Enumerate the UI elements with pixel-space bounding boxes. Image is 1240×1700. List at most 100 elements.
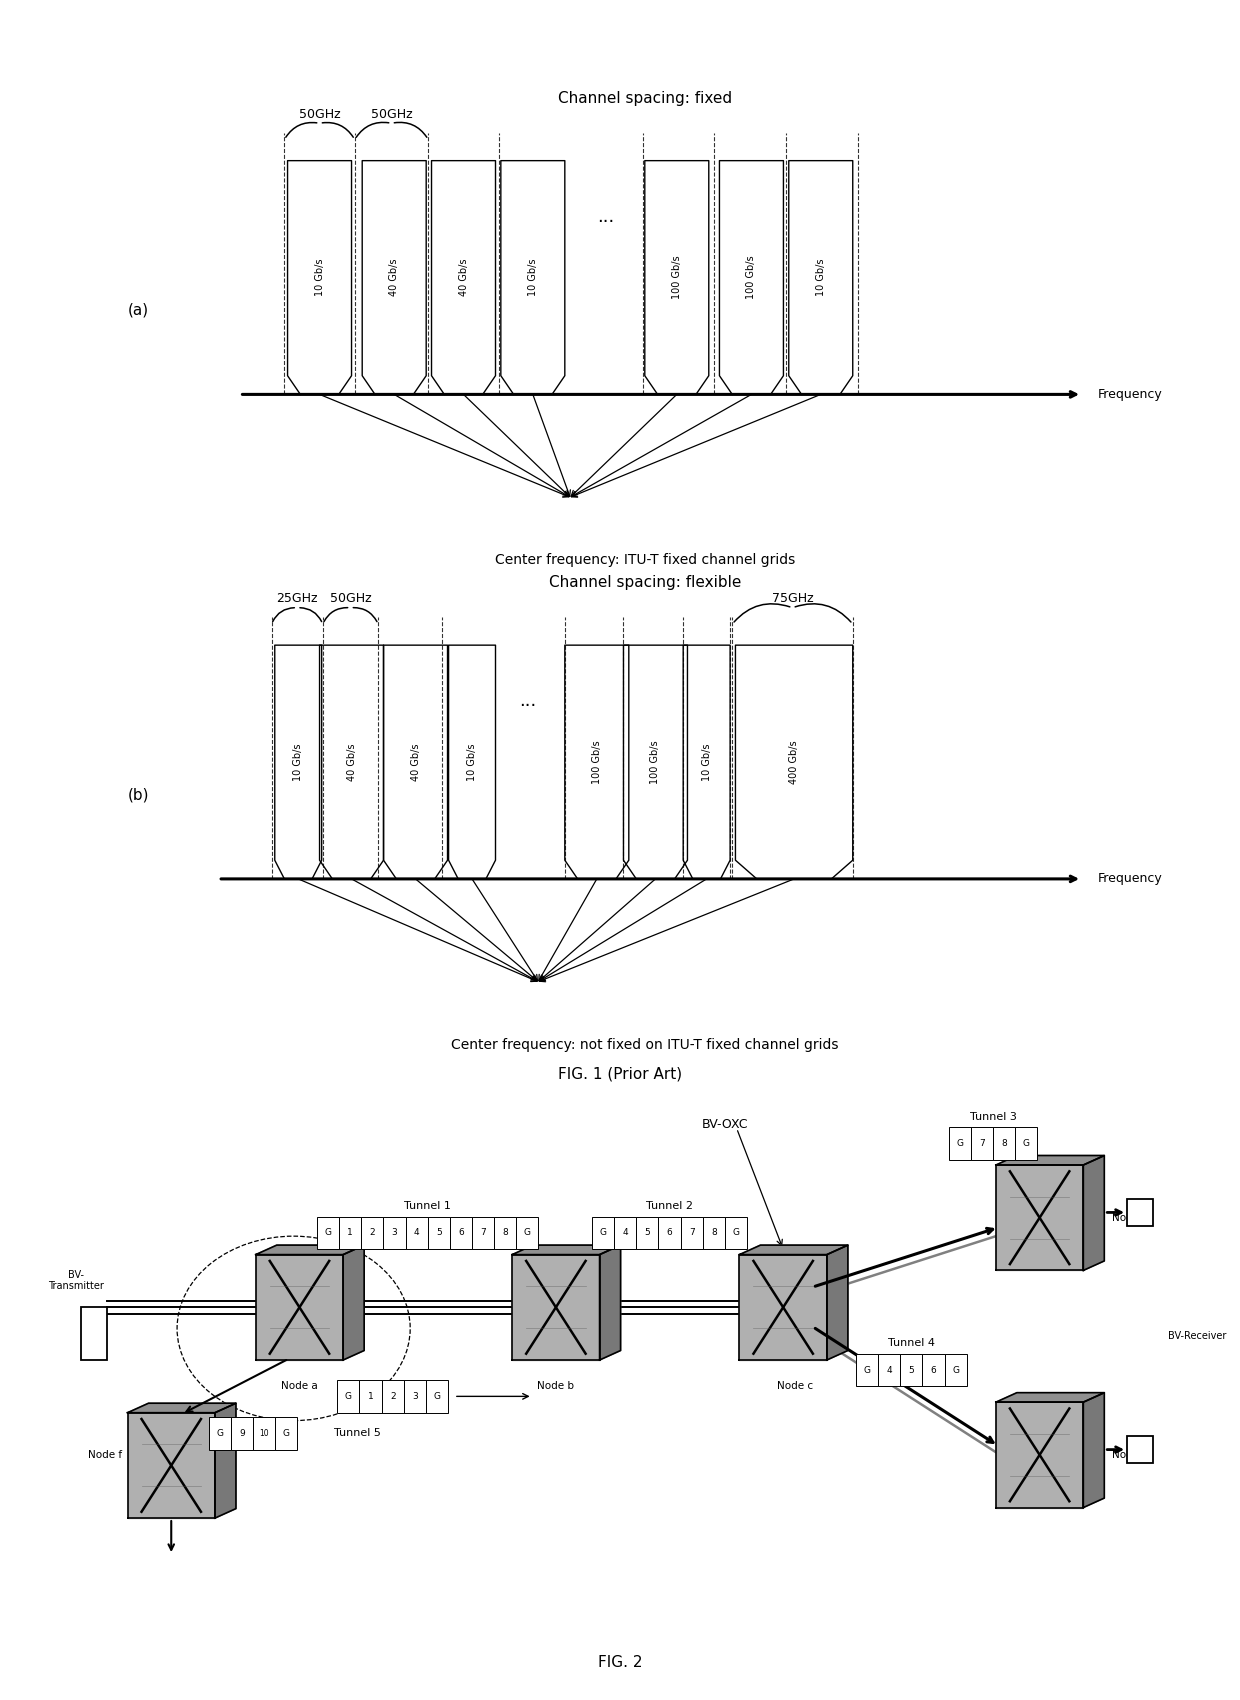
Text: Tunnel 5: Tunnel 5 [335,1428,382,1438]
Polygon shape [996,1156,1105,1164]
Bar [703,1217,725,1250]
Bar [317,1217,339,1250]
Text: 2: 2 [370,1229,376,1238]
Polygon shape [827,1244,848,1360]
Text: G: G [1023,1139,1029,1148]
Text: 400 Gb/s: 400 Gb/s [789,740,799,784]
Text: G: G [434,1392,440,1401]
Bar [494,1217,516,1250]
Text: 9: 9 [239,1428,244,1438]
Text: (a): (a) [128,303,149,318]
Polygon shape [996,1392,1105,1402]
Text: 100 Gb/s: 100 Gb/s [746,255,756,299]
Text: 100 Gb/s: 100 Gb/s [672,255,682,299]
Bar [945,1353,967,1387]
Polygon shape [996,1402,1084,1508]
Text: 6: 6 [667,1229,672,1238]
Text: G: G [733,1229,739,1238]
Text: Tunnel 2: Tunnel 2 [646,1202,693,1212]
Text: 6: 6 [931,1365,936,1375]
Text: 10 Gb/s: 10 Gb/s [816,258,826,296]
Bar [949,1127,971,1159]
Text: Center frequency: ITU-T fixed channel grids: Center frequency: ITU-T fixed channel gr… [495,554,795,568]
Text: BV-Receiver: BV-Receiver [1168,1331,1226,1341]
Bar [658,1217,681,1250]
Text: 50GHz: 50GHz [299,107,340,121]
Polygon shape [600,1244,620,1360]
Bar [337,1380,360,1413]
Polygon shape [255,1244,365,1255]
Bar [383,1217,405,1250]
Text: 100 Gb/s: 100 Gb/s [651,740,661,784]
Text: ...: ... [518,692,536,711]
Text: BV-
Transmitter: BV- Transmitter [47,1270,104,1292]
Text: Tunnel 3: Tunnel 3 [970,1112,1017,1122]
Polygon shape [255,1255,343,1360]
Polygon shape [739,1255,827,1360]
Text: 2: 2 [389,1392,396,1401]
Text: G: G [283,1428,290,1438]
Text: 10 Gb/s: 10 Gb/s [467,743,477,780]
Text: Node e: Node e [1112,1450,1149,1460]
Bar [405,1217,428,1250]
Text: (b): (b) [128,787,149,802]
Text: 4: 4 [622,1229,627,1238]
Bar [361,1217,383,1250]
Text: 3: 3 [392,1229,397,1238]
Text: 7: 7 [480,1229,486,1238]
Polygon shape [128,1413,215,1518]
Text: 7: 7 [688,1229,694,1238]
Text: 10 Gb/s: 10 Gb/s [702,743,712,780]
Text: 40 Gb/s: 40 Gb/s [346,743,357,780]
Text: G: G [325,1229,331,1238]
Polygon shape [1084,1156,1105,1270]
Text: Node d: Node d [1112,1212,1149,1222]
Text: 40 Gb/s: 40 Gb/s [389,258,399,296]
Text: Node c: Node c [776,1380,813,1391]
Polygon shape [215,1402,236,1518]
Text: 100 Gb/s: 100 Gb/s [591,740,601,784]
Text: 6: 6 [458,1229,464,1238]
Bar [856,1353,878,1387]
Bar [382,1380,404,1413]
Text: 75GHz: 75GHz [771,592,813,605]
Text: 40 Gb/s: 40 Gb/s [410,743,420,780]
Text: 50GHz: 50GHz [330,592,371,605]
Text: Node b: Node b [537,1380,574,1391]
Text: 1: 1 [368,1392,373,1401]
Text: 5: 5 [645,1229,650,1238]
Bar [1016,1127,1038,1159]
Bar [275,1416,298,1450]
Bar [725,1217,746,1250]
Text: 7: 7 [980,1139,985,1148]
Text: 50GHz: 50GHz [371,107,413,121]
Bar [614,1217,636,1250]
Bar [428,1217,450,1250]
Text: 8: 8 [711,1229,717,1238]
Bar [231,1416,253,1450]
Text: Frequency: Frequency [1099,872,1163,886]
Polygon shape [343,1244,365,1360]
Text: 10 Gb/s: 10 Gb/s [293,743,304,780]
Bar [591,1217,614,1250]
Bar [636,1217,658,1250]
Text: 5: 5 [436,1229,441,1238]
Bar [404,1380,425,1413]
Text: 5: 5 [909,1365,914,1375]
Bar [472,1217,494,1250]
Text: 4: 4 [887,1365,892,1375]
Bar [681,1217,703,1250]
Text: 40 Gb/s: 40 Gb/s [459,258,469,296]
Bar [339,1217,361,1250]
Text: 8: 8 [502,1229,508,1238]
Bar [208,1416,231,1450]
Text: 8: 8 [1001,1139,1007,1148]
Polygon shape [512,1244,620,1255]
Text: G: G [600,1229,606,1238]
Bar [923,1353,945,1387]
Polygon shape [512,1255,600,1360]
Text: FIG. 2: FIG. 2 [598,1656,642,1669]
Polygon shape [739,1244,848,1255]
Text: 4: 4 [414,1229,419,1238]
Text: G: G [952,1365,960,1375]
